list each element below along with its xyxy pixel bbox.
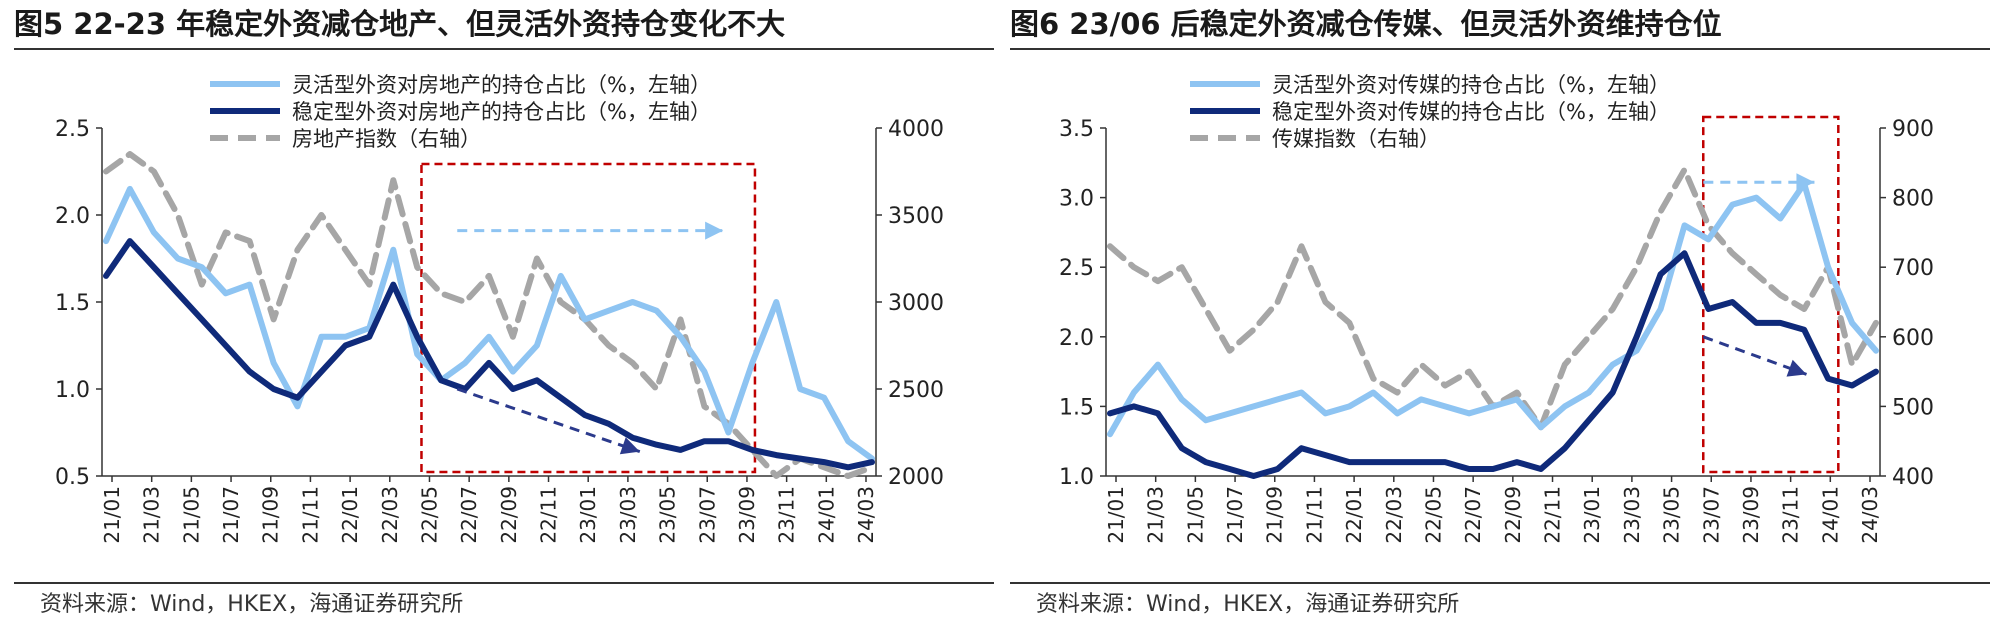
figure-title: 图6 23/06 后稳定外资减仓传媒、但灵活外资维持仓位 <box>1010 7 1722 41</box>
y-left-tick-label: 2.5 <box>1059 256 1094 281</box>
title-divider <box>1010 48 1990 50</box>
y-left-tick-label: 2.5 <box>55 117 90 142</box>
flexible-series-line <box>103 185 875 462</box>
source-divider <box>14 582 994 584</box>
x-tick-label: 21/11 <box>298 486 322 544</box>
y-right-tick-label: 800 <box>1892 187 1934 212</box>
x-tick-label: 23/05 <box>656 486 680 544</box>
x-tick-label: 22/05 <box>1421 486 1445 544</box>
x-tick-label: 22/03 <box>378 486 402 544</box>
legend-label: 稳定型外资对传媒的持仓占比（%，左轴） <box>1272 100 1670 124</box>
y-left-tick-label: 1.5 <box>55 291 90 316</box>
x-tick-label: 23/07 <box>1699 486 1723 544</box>
flexible-trend-arrow-head <box>1796 173 1815 192</box>
x-tick-label: 22/09 <box>497 486 521 544</box>
figure-5: 图5 22-23 年稳定外资减仓地产、但灵活外资持仓变化不大 0.5 1.0 1.5… <box>14 0 994 631</box>
x-tick-label: 22/07 <box>457 486 481 544</box>
x-tick-label: 23/07 <box>695 486 719 544</box>
x-tick-label: 23/03 <box>1620 486 1644 544</box>
flexible-trend-arrow-head <box>705 221 724 240</box>
title-divider <box>14 48 994 50</box>
x-tick-label: 22/01 <box>1342 486 1366 544</box>
x-tick-label: 24/03 <box>1858 486 1882 544</box>
y-right-tick-label: 500 <box>1892 395 1934 420</box>
x-tick-label: 23/11 <box>775 486 799 544</box>
x-tick-label: 21/07 <box>1223 486 1247 544</box>
x-tick-label: 21/05 <box>1183 486 1207 544</box>
x-tick-label: 24/03 <box>854 486 878 544</box>
y-left-tick-label: 2.0 <box>55 204 90 229</box>
x-tick-label: 22/07 <box>1461 486 1485 544</box>
legend-label: 稳定型外资对房地产的持仓占比（%，左轴） <box>292 100 711 124</box>
y-right-tick-label: 3500 <box>888 204 944 229</box>
x-tick-label: 22/11 <box>537 486 561 544</box>
stable-trend-arrow <box>456 387 641 454</box>
x-tick-label: 21/09 <box>1263 486 1287 544</box>
x-tick-label: 22/01 <box>338 486 362 544</box>
y-right-tick-label: 700 <box>1892 256 1934 281</box>
highlight-box <box>1702 115 1840 474</box>
x-tick-label: 23/01 <box>576 486 600 544</box>
highlight-box <box>420 162 757 474</box>
x-tick-label: 21/11 <box>1302 486 1326 544</box>
x-tick-label: 23/09 <box>1739 486 1763 544</box>
legend-label: 房地产指数（右轴） <box>292 127 481 151</box>
stable-series-line <box>1107 250 1879 479</box>
y-right-tick-label: 3000 <box>888 291 944 316</box>
x-tick-label: 23/03 <box>616 486 640 544</box>
x-tick-label: 21/01 <box>1104 486 1128 544</box>
y-left-tick-label: 1.5 <box>1059 395 1094 420</box>
stable-series-line <box>103 238 875 471</box>
y-left-tick-label: 1.0 <box>55 378 90 403</box>
x-tick-label: 23/09 <box>735 486 759 544</box>
stable-trend-arrow <box>1702 335 1808 376</box>
legend-label: 灵活型外资对传媒的持仓占比（%，左轴） <box>1272 73 1670 97</box>
x-tick-label: 22/03 <box>1382 486 1406 544</box>
x-tick-label: 23/01 <box>1580 486 1604 544</box>
x-tick-label: 23/11 <box>1779 486 1803 544</box>
legend-label: 灵活型外资对房地产的持仓占比（%，左轴） <box>292 73 711 97</box>
x-tick-label: 21/09 <box>259 486 283 544</box>
x-tick-label: 23/05 <box>1660 486 1684 544</box>
y-left-tick-label: 1.0 <box>1059 465 1094 490</box>
y-right-tick-label: 2000 <box>888 465 944 490</box>
media-holding-chart: 1.0 1.5 2.0 2.5 3.0 3.5 400 500 600 700 800 900 21/0… <box>1059 73 1934 544</box>
legend-label: 传媒指数（右轴） <box>1272 127 1440 151</box>
y-right-tick-label: 4000 <box>888 117 944 142</box>
x-tick-label: 22/09 <box>1501 486 1525 544</box>
y-left-tick-label: 0.5 <box>55 465 90 490</box>
index-series-line <box>1107 166 1879 431</box>
stable-trend-arrow-head <box>619 437 640 455</box>
y-right-tick-label: 900 <box>1892 117 1934 142</box>
x-tick-label: 22/11 <box>1541 486 1565 544</box>
figure-6: 图6 23/06 后稳定外资减仓传媒、但灵活外资维持仓位 1.0 1.5 2.0 2.… <box>1010 0 1990 631</box>
x-tick-label: 24/01 <box>814 486 838 544</box>
y-left-tick-label: 3.0 <box>1059 187 1094 212</box>
y-right-tick-label: 2500 <box>888 378 944 403</box>
real-estate-holding-chart: 0.5 1.0 1.5 2.0 2.5 2000 2500 3000 3500 4000 21/01… <box>55 73 944 544</box>
index-series-line <box>103 151 875 479</box>
source-note: 资料来源：Wind，HKEX，海通证券研究所 <box>40 592 464 617</box>
x-tick-label: 21/03 <box>1144 486 1168 544</box>
x-tick-label: 22/05 <box>417 486 441 544</box>
figure-title: 图5 22-23 年稳定外资减仓地产、但灵活外资持仓变化不大 <box>14 7 786 41</box>
flexible-series-line <box>1107 180 1879 438</box>
x-tick-label: 21/01 <box>100 486 124 544</box>
y-left-tick-label: 3.5 <box>1059 117 1094 142</box>
y-left-tick-label: 2.0 <box>1059 326 1094 351</box>
y-right-tick-label: 400 <box>1892 465 1934 490</box>
source-note: 资料来源：Wind，HKEX，海通证券研究所 <box>1036 592 1460 617</box>
x-tick-label: 24/01 <box>1818 486 1842 544</box>
y-right-tick-label: 600 <box>1892 326 1934 351</box>
x-tick-label: 21/07 <box>219 486 243 544</box>
source-divider <box>1010 582 1990 584</box>
x-tick-label: 21/05 <box>179 486 203 544</box>
stable-trend-arrow-head <box>1786 359 1807 377</box>
x-tick-label: 21/03 <box>140 486 164 544</box>
